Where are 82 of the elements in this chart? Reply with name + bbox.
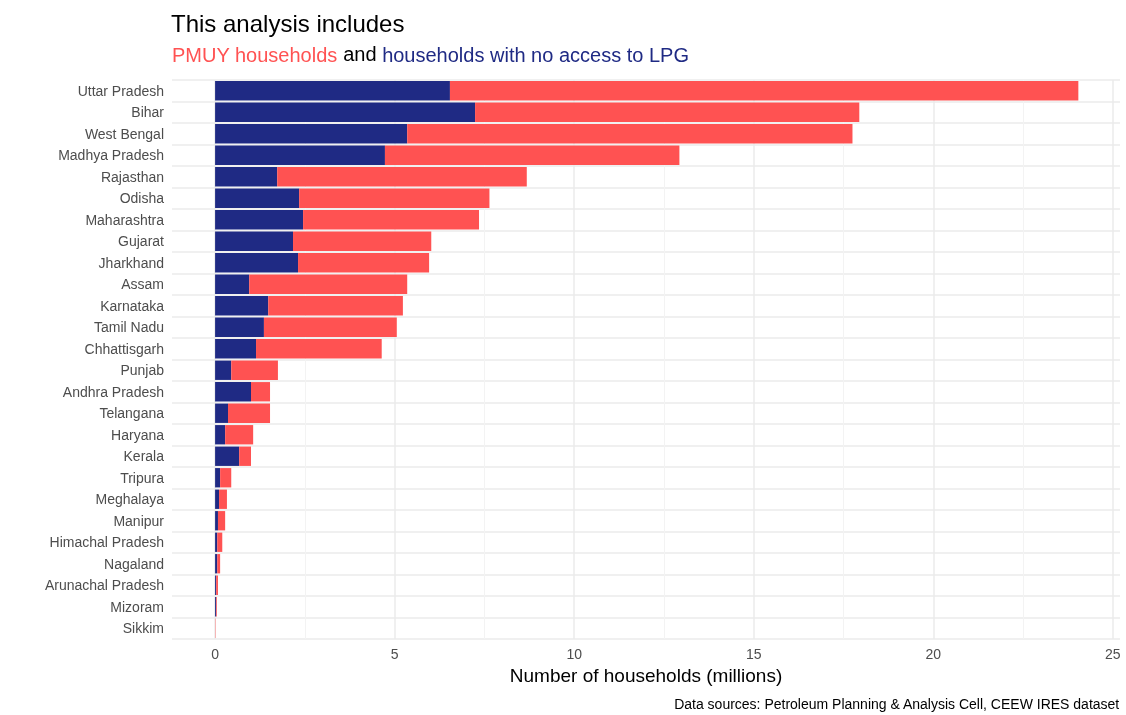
y-tick-label: Bihar <box>131 104 165 121</box>
bar <box>215 532 218 552</box>
y-tick-label: Odisha <box>119 190 165 207</box>
y-tick-label: Madhya Pradesh <box>58 147 164 164</box>
y-tick-label: Mizoram <box>110 598 164 615</box>
y-tick-label: Karnataka <box>100 297 165 314</box>
y-tick-label: Meghalaya <box>95 491 165 508</box>
bar <box>256 339 382 359</box>
y-tick-label: Tripura <box>120 469 165 486</box>
bar <box>215 231 294 251</box>
x-tick-label: 25 <box>1105 646 1121 662</box>
bar <box>215 403 229 423</box>
bar <box>249 274 408 294</box>
bar <box>298 253 430 273</box>
bar <box>293 231 432 251</box>
bar <box>215 167 278 187</box>
y-tick-label: Haryana <box>111 426 165 443</box>
bar <box>215 81 450 101</box>
text: PMUY households <box>172 44 338 66</box>
text: Data sources: Petroleum Planning & Analysis Cell, CEEW IRES dataset <box>674 696 1120 712</box>
bar <box>215 339 257 359</box>
bar <box>215 253 299 273</box>
bar <box>299 188 490 208</box>
y-tick-label: Manipur <box>113 512 165 529</box>
bar <box>217 532 223 552</box>
bar <box>228 403 271 423</box>
bar <box>277 167 527 187</box>
bar <box>215 468 221 488</box>
bar <box>384 145 680 165</box>
y-tick-label: Uttar Pradesh <box>77 82 164 99</box>
y-tick-label: Arunachal Pradesh <box>44 577 164 594</box>
bar <box>231 360 278 380</box>
y-tick-label: Punjab <box>120 362 165 379</box>
x-axis-title: Number of households (millions) <box>509 664 783 686</box>
bar <box>215 511 218 531</box>
bar <box>239 446 251 466</box>
y-tick-label: Himachal Pradesh <box>49 534 164 551</box>
y-tick-label: Sikkim <box>122 620 164 637</box>
bar <box>215 382 251 402</box>
bar <box>215 274 250 294</box>
x-tick-label: 20 <box>925 646 942 662</box>
y-tick-label: Telangana <box>99 405 165 422</box>
y-tick-label: Assam <box>121 276 164 293</box>
bar <box>449 81 1079 101</box>
y-tick-label: Maharashtra <box>85 211 165 228</box>
chart-title: This analysis includes <box>171 9 405 37</box>
bar <box>220 468 232 488</box>
bar <box>251 382 271 402</box>
x-tick-label: 0 <box>211 646 220 662</box>
bar <box>268 296 403 316</box>
y-tick-label: Tamil Nadu <box>93 319 164 336</box>
bar <box>215 296 269 316</box>
bar <box>215 317 264 337</box>
bar <box>475 102 860 122</box>
bar <box>303 210 480 230</box>
x-tick-label: 5 <box>390 646 399 662</box>
bar <box>215 360 232 380</box>
y-tick-label: Nagaland <box>104 555 164 572</box>
bar <box>215 188 300 208</box>
bar <box>215 145 385 165</box>
chart-subtitle: and <box>343 43 377 65</box>
bar <box>263 317 397 337</box>
bar <box>225 425 254 445</box>
bar <box>217 511 226 531</box>
bar <box>215 489 220 509</box>
bar <box>215 425 226 445</box>
bar <box>215 102 476 122</box>
y-tick-label: Andhra Pradesh <box>62 383 164 400</box>
series-label: households with no access to LPG <box>382 44 689 66</box>
bar <box>215 446 240 466</box>
y-tick-label: Rajasthan <box>100 168 164 185</box>
y-tick-label: Chhattisgarh <box>84 340 164 357</box>
x-tick-label: 15 <box>745 646 762 662</box>
y-tick-label: West Bengal <box>84 125 164 142</box>
y-tick-label: Kerala <box>123 448 165 465</box>
bar <box>407 124 853 144</box>
bar <box>215 210 304 230</box>
bar <box>219 489 227 509</box>
y-tick-label: Gujarat <box>118 233 165 250</box>
bar <box>215 124 408 144</box>
y-tick-label: Jharkhand <box>98 254 164 271</box>
x-tick-label: 10 <box>566 646 583 662</box>
